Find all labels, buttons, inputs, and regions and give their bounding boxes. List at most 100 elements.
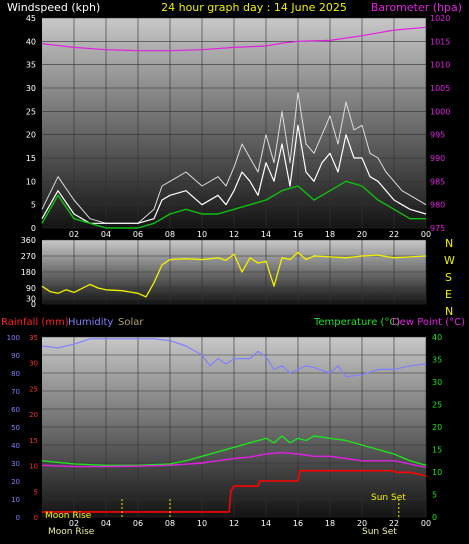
temperature-tick: 40	[432, 333, 442, 342]
temperature-axis-label: Temperature (°C)	[313, 317, 400, 328]
time-tick: 18	[325, 519, 335, 528]
time-tick: 18	[325, 230, 335, 239]
time-tick: 12	[229, 519, 239, 528]
direction-tick: 0	[31, 300, 36, 309]
humidity-axis-label: Humidity	[68, 317, 113, 328]
moon-rise-label-bottom: Moon Rise	[48, 527, 95, 537]
windspeed-tick: 15	[26, 154, 36, 163]
time-tick: 20	[357, 519, 367, 528]
rainfall-line	[42, 469, 427, 513]
humidity-tick: 70	[11, 388, 20, 396]
humidity-tick: 50	[11, 424, 20, 432]
sun-set-label-bottom: Sun Set	[362, 527, 397, 537]
rainfall-tick: 0	[34, 514, 38, 522]
time-tick: 08	[165, 519, 175, 528]
compass-south: S	[445, 271, 452, 284]
rain-series	[41, 338, 427, 513]
time-tick: 22	[389, 230, 399, 239]
direction-tick: 90	[26, 284, 36, 293]
wind-grid	[42, 17, 427, 229]
windspeed-tick: 45	[26, 14, 36, 23]
barometer-line	[41, 26, 427, 52]
astro-markers	[121, 499, 400, 517]
time-tick: 06	[133, 519, 143, 528]
rainfall-tick-labels: 0 5 10 15 20 25 30 35	[29, 334, 38, 522]
time-tick: 16	[293, 230, 303, 239]
moon-rise-label-top: Moon Rise	[45, 511, 92, 521]
compass-north-bottom: N	[445, 305, 453, 318]
rainfall-axis-label: Rainfall (mm)	[1, 317, 69, 328]
rainfall-tick: 15	[29, 437, 38, 445]
barometer-tick: 1000	[430, 107, 450, 116]
time-tick: 14	[261, 519, 271, 528]
barometer-tick: 1010	[430, 61, 450, 70]
compass-west: W	[444, 254, 455, 267]
compass-east: E	[445, 288, 452, 301]
direction-tick: 180	[21, 268, 36, 277]
temperature-tick: 20	[432, 423, 442, 432]
time-tick: 02	[69, 230, 79, 239]
humidity-tick: 60	[11, 406, 20, 414]
temperature-tick: 5	[432, 491, 437, 500]
rainfall-tick: 20	[29, 411, 38, 419]
time-tick: 04	[101, 519, 111, 528]
wind-direction-panel: 030 90 180 270 360 N W S E N	[21, 236, 455, 318]
humidity-tick: 30	[11, 460, 20, 468]
windspeed-tick: 35	[26, 61, 36, 70]
temperature-tick: 30	[432, 378, 442, 387]
dewpoint-axis-label: Dew Point (°C)	[392, 317, 465, 328]
windspeed-tick-labels: 0 5 10 15 20 25 30 35 40 45	[26, 14, 36, 233]
time-tick: 00	[421, 519, 431, 528]
wind-time-tick-labels: 02 04 06 08 10 12 14 16 18 20 22 00	[69, 230, 431, 239]
temperature-tick: 35	[432, 356, 442, 365]
time-tick: 00	[421, 230, 431, 239]
humidity-tick: 100	[7, 334, 20, 342]
temperature-tick: 15	[432, 446, 442, 455]
solar-axis-label: Solar	[118, 317, 144, 328]
humidity-tick: 20	[11, 478, 20, 486]
time-tick: 14	[261, 230, 271, 239]
windspeed-tick: 20	[26, 131, 36, 140]
direction-series	[41, 251, 427, 298]
rain-time-tick-labels: 02 04 06 08 10 12 14 16 18 20 22 00	[69, 519, 431, 528]
windspeed-tick: 40	[26, 37, 36, 46]
rainfall-tick: 10	[29, 463, 38, 471]
barometer-tick-labels: 975 980 985 990 995 1000 1005 1010 1015 1020	[430, 14, 450, 233]
time-tick: 02	[69, 519, 79, 528]
direction-tick: 30	[26, 295, 36, 304]
time-tick: 04	[101, 230, 111, 239]
humidity-tick: 80	[11, 370, 20, 378]
rain-grid	[42, 336, 427, 518]
time-tick: 06	[133, 230, 143, 239]
compass-north-top: N	[445, 237, 453, 250]
rainfall-tick: 25	[29, 385, 38, 393]
temperature-tick: 25	[432, 401, 442, 410]
windspeed-tick: 0	[31, 224, 36, 233]
time-tick: 22	[389, 519, 399, 528]
windspeed-tick: 10	[26, 177, 36, 186]
sun-set-label-top: Sun Set	[371, 493, 406, 503]
direction-line	[41, 251, 427, 298]
direction-tick: 360	[21, 236, 36, 245]
gust-line	[41, 92, 427, 224]
rainfall-tick: 30	[29, 360, 38, 368]
humidity-tick: 40	[11, 442, 20, 450]
barometer-tick: 995	[430, 131, 445, 140]
humidity-tick: 90	[11, 352, 20, 360]
windspeed-tick: 5	[31, 201, 36, 210]
barometer-tick: 975	[430, 224, 445, 233]
time-tick: 08	[165, 230, 175, 239]
direction-tick: 270	[21, 252, 36, 261]
temperature-line	[41, 435, 427, 466]
windspeed-tick: 30	[26, 84, 36, 93]
time-tick: 10	[197, 230, 207, 239]
windspeed-line	[41, 124, 427, 224]
temperature-tick: 10	[432, 468, 442, 477]
barometer-tick: 985	[430, 177, 445, 186]
barometer-tick: 1015	[430, 37, 450, 46]
direction-tick-labels: 030 90 180 270 360	[21, 236, 36, 309]
humidity-tick-labels: 0 10 20 30 40 50 60 70 80 90 100	[7, 334, 20, 522]
barometer-axis-label: Barometer (hpa)	[371, 1, 462, 14]
